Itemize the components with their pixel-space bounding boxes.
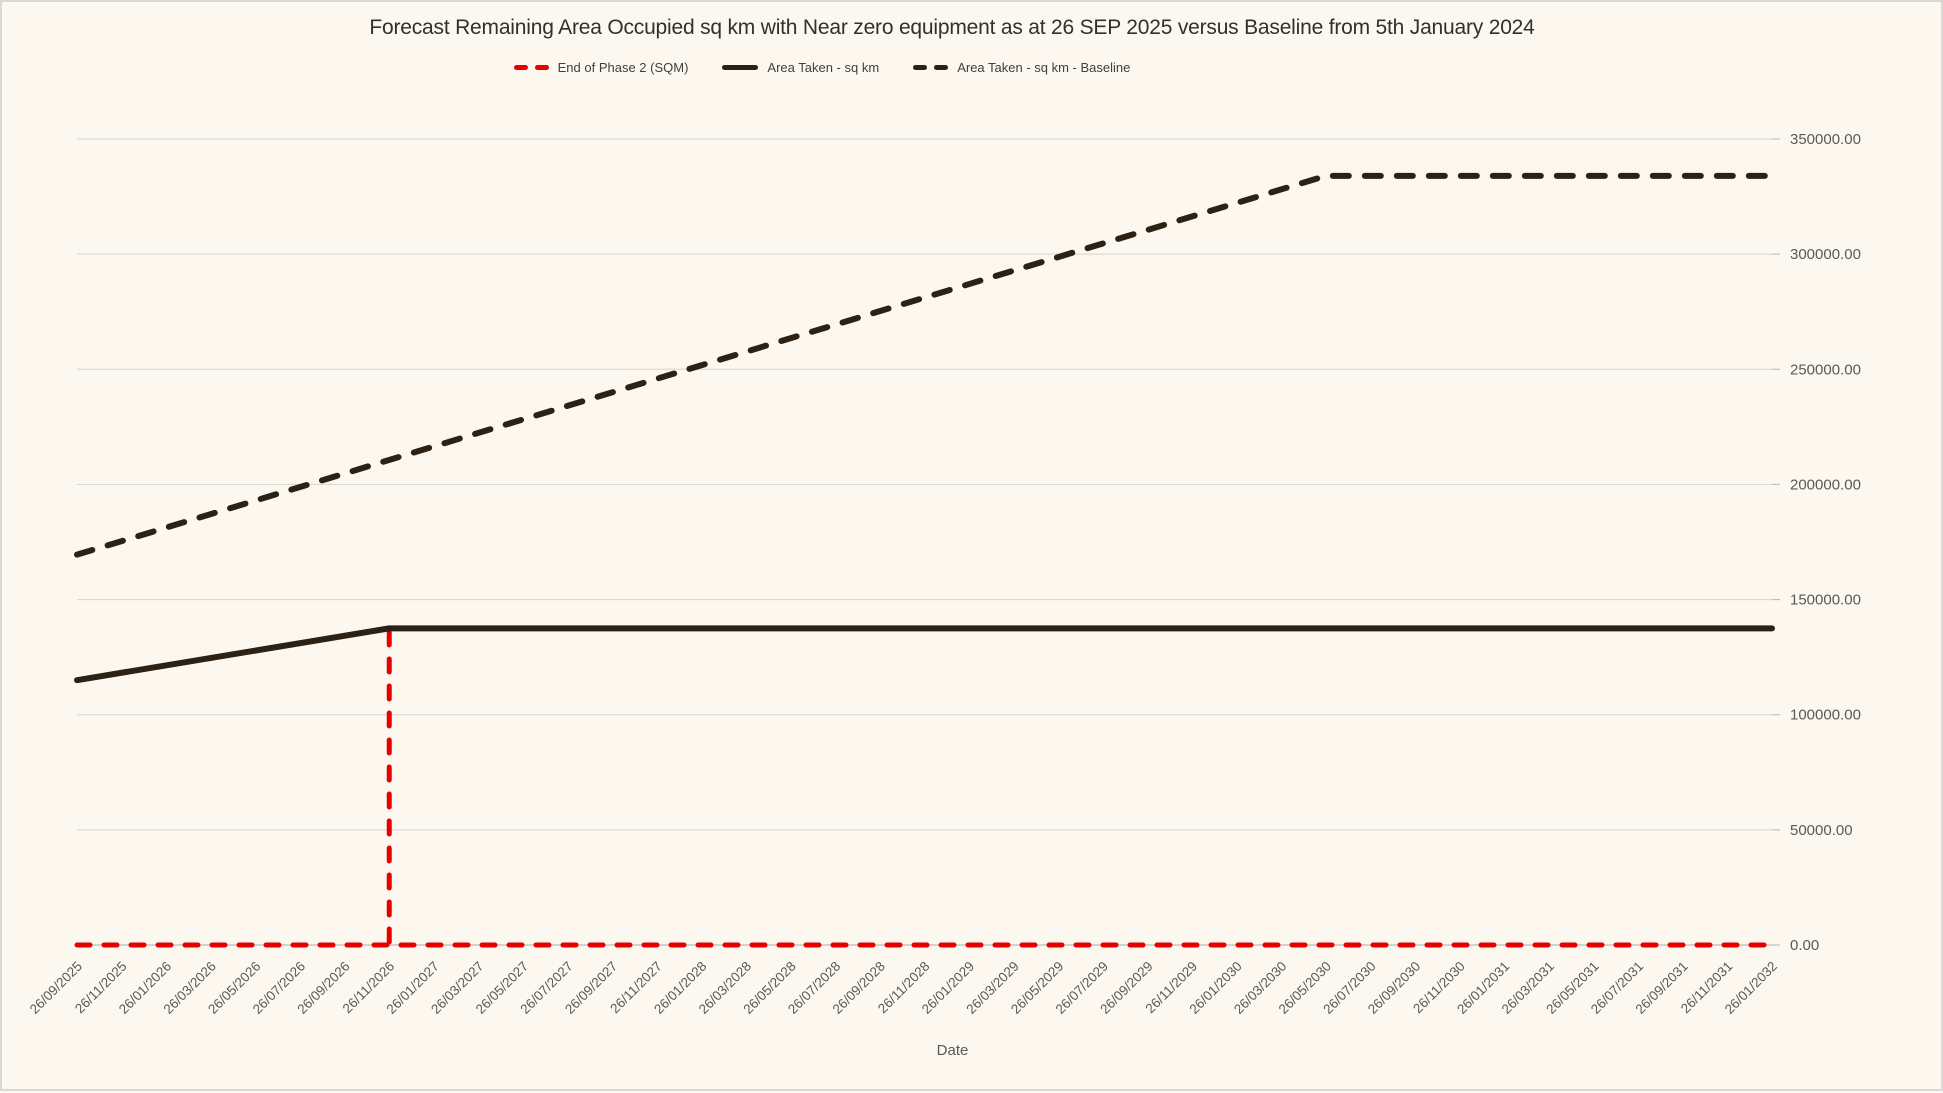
- series-area-taken-baseline-line: [74, 172, 1775, 558]
- chart-legend: End of Phase 2 (SQM) Area Taken - sq km …: [2, 60, 1642, 75]
- y-axis-label: 300000.00: [1790, 246, 1861, 263]
- y-axis-label: 100000.00: [1790, 707, 1861, 724]
- chart-title: Forecast Remaining Area Occupied sq km w…: [369, 16, 1535, 39]
- y-axis-label: 200000.00: [1790, 476, 1861, 493]
- y-axis-label: 0.00: [1790, 937, 1819, 954]
- legend-item-end-of-phase-2[interactable]: End of Phase 2 (SQM): [513, 60, 689, 75]
- dark-dashed-line-icon: [913, 65, 949, 70]
- y-axis-label: 150000.00: [1790, 592, 1861, 609]
- legend-label: End of Phase 2 (SQM): [557, 60, 689, 75]
- legend-label: Area Taken - sq km - Baseline: [957, 60, 1131, 75]
- legend-item-area-taken-baseline[interactable]: Area Taken - sq km - Baseline: [913, 60, 1130, 75]
- x-axis-title: Date: [937, 1042, 969, 1059]
- y-axis-label: 50000.00: [1790, 822, 1853, 839]
- legend-item-area-taken[interactable]: Area Taken - sq km: [722, 60, 879, 75]
- red-dashed-line-icon: [513, 65, 549, 70]
- series-area-taken-line: [74, 625, 1775, 684]
- y-axis-label: 250000.00: [1790, 361, 1861, 378]
- solid-line-icon: [722, 65, 759, 70]
- legend-label: Area Taken - sq km: [767, 60, 880, 75]
- y-axis-label: 350000.00: [1790, 131, 1861, 148]
